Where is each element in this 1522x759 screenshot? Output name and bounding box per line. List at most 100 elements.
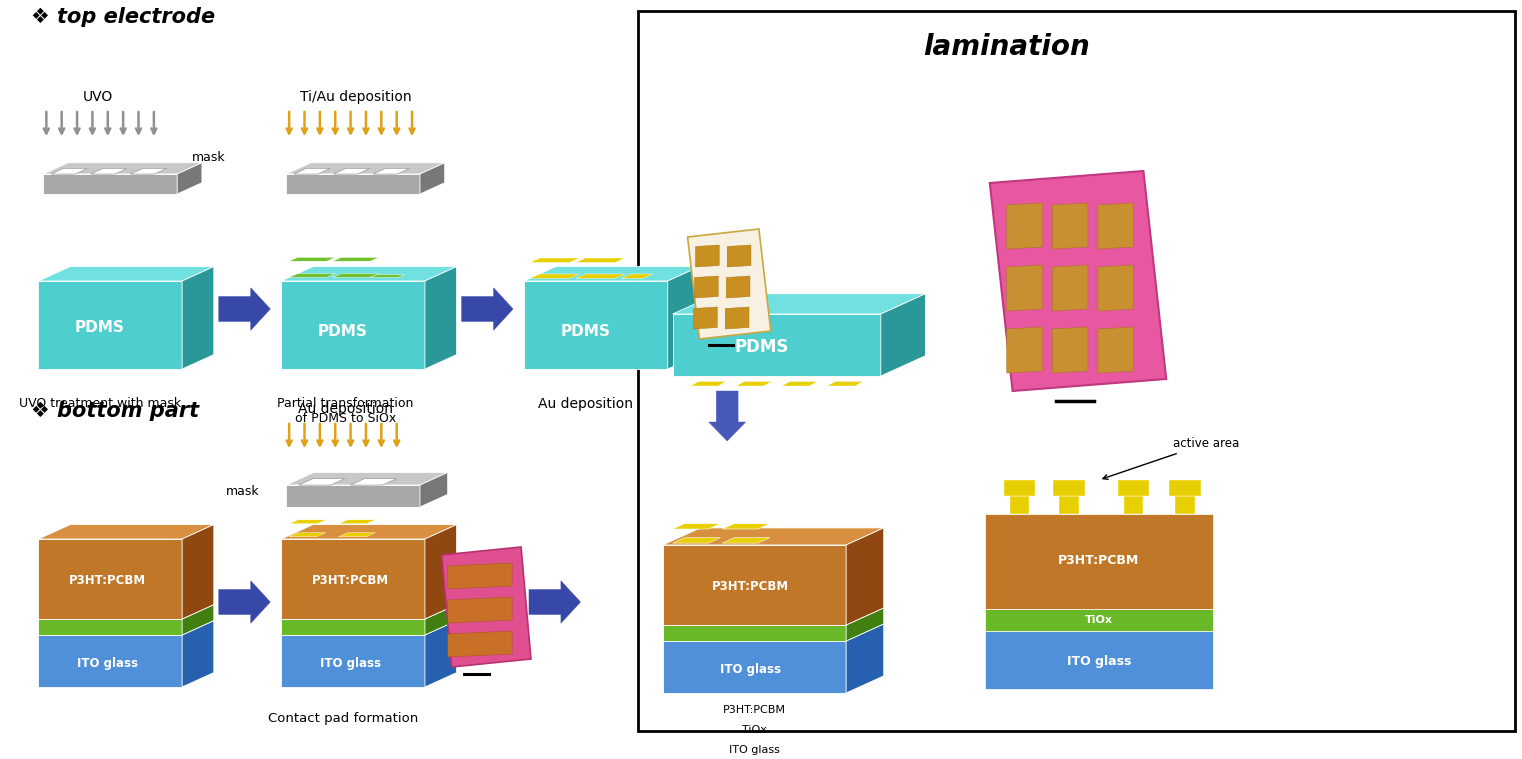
Polygon shape	[219, 581, 271, 623]
Polygon shape	[420, 472, 447, 507]
Polygon shape	[782, 382, 817, 386]
Polygon shape	[350, 479, 396, 485]
Text: UVO: UVO	[82, 90, 113, 104]
Text: PDMS: PDMS	[318, 323, 368, 339]
FancyBboxPatch shape	[1175, 496, 1195, 514]
Polygon shape	[1052, 203, 1088, 249]
Polygon shape	[183, 524, 213, 619]
Polygon shape	[298, 479, 344, 485]
Polygon shape	[447, 631, 511, 657]
Polygon shape	[524, 281, 668, 369]
Polygon shape	[1006, 265, 1043, 311]
Polygon shape	[447, 597, 511, 623]
Text: PDMS: PDMS	[735, 338, 788, 356]
Polygon shape	[420, 162, 444, 194]
FancyBboxPatch shape	[985, 514, 1213, 609]
Polygon shape	[673, 294, 925, 314]
Polygon shape	[425, 266, 457, 369]
Text: TiOx: TiOx	[741, 725, 767, 735]
Polygon shape	[828, 382, 863, 386]
Polygon shape	[441, 547, 531, 667]
Polygon shape	[1097, 327, 1134, 373]
Polygon shape	[91, 168, 126, 174]
FancyBboxPatch shape	[1009, 496, 1029, 514]
Text: ❖ top electrode: ❖ top electrode	[32, 7, 216, 27]
Text: P3HT:PCBM: P3HT:PCBM	[312, 575, 388, 587]
Polygon shape	[530, 274, 580, 279]
Polygon shape	[673, 314, 881, 376]
FancyBboxPatch shape	[1053, 480, 1085, 496]
Polygon shape	[668, 266, 700, 369]
Polygon shape	[662, 608, 884, 625]
Polygon shape	[350, 479, 396, 485]
FancyBboxPatch shape	[638, 11, 1514, 731]
Polygon shape	[530, 581, 580, 623]
Polygon shape	[219, 288, 271, 330]
Polygon shape	[709, 391, 746, 441]
Polygon shape	[52, 168, 87, 174]
Text: Au deposition: Au deposition	[298, 402, 393, 416]
Polygon shape	[38, 619, 183, 635]
Polygon shape	[662, 528, 884, 545]
Polygon shape	[373, 168, 409, 174]
Text: P3HT:PCBM: P3HT:PCBM	[723, 705, 785, 715]
Polygon shape	[339, 520, 376, 524]
Polygon shape	[425, 621, 457, 687]
Text: mask: mask	[192, 151, 225, 164]
Polygon shape	[691, 382, 726, 386]
Polygon shape	[728, 245, 750, 267]
Text: P3HT:PCBM: P3HT:PCBM	[712, 581, 790, 594]
Polygon shape	[696, 245, 720, 267]
Polygon shape	[177, 162, 202, 194]
Polygon shape	[846, 608, 884, 641]
Polygon shape	[662, 624, 884, 641]
Polygon shape	[723, 537, 770, 543]
Polygon shape	[298, 479, 344, 485]
Polygon shape	[282, 539, 425, 619]
Text: active area: active area	[1103, 437, 1239, 480]
Polygon shape	[723, 524, 770, 529]
Polygon shape	[183, 605, 213, 635]
Polygon shape	[1006, 327, 1043, 373]
FancyBboxPatch shape	[1059, 496, 1079, 514]
Polygon shape	[286, 485, 420, 507]
Polygon shape	[846, 528, 884, 625]
Polygon shape	[373, 168, 409, 174]
Polygon shape	[370, 275, 405, 277]
Text: ITO glass: ITO glass	[1067, 654, 1131, 667]
Polygon shape	[673, 524, 720, 529]
Polygon shape	[183, 621, 213, 687]
Polygon shape	[289, 520, 326, 524]
Polygon shape	[694, 276, 718, 298]
Text: mask: mask	[225, 485, 259, 498]
Polygon shape	[282, 266, 457, 281]
Polygon shape	[131, 168, 166, 174]
FancyBboxPatch shape	[985, 609, 1213, 631]
Polygon shape	[425, 524, 457, 619]
Polygon shape	[1097, 265, 1134, 311]
Polygon shape	[1052, 327, 1088, 373]
Polygon shape	[339, 533, 376, 537]
Polygon shape	[688, 229, 770, 339]
Text: Contact pad formation: Contact pad formation	[268, 712, 417, 725]
FancyBboxPatch shape	[1169, 480, 1201, 496]
Polygon shape	[294, 168, 330, 174]
Polygon shape	[447, 563, 511, 589]
Polygon shape	[38, 605, 213, 619]
Polygon shape	[737, 382, 772, 386]
Polygon shape	[1052, 265, 1088, 311]
Polygon shape	[282, 619, 425, 635]
Polygon shape	[289, 533, 326, 537]
Polygon shape	[662, 641, 846, 693]
Polygon shape	[726, 276, 750, 298]
Polygon shape	[91, 168, 126, 174]
Polygon shape	[289, 274, 335, 277]
Polygon shape	[694, 307, 717, 329]
Polygon shape	[282, 281, 425, 369]
Polygon shape	[286, 162, 444, 174]
Polygon shape	[183, 266, 213, 369]
Text: lamination: lamination	[922, 33, 1090, 61]
Text: ITO glass: ITO glass	[729, 745, 779, 755]
Polygon shape	[662, 625, 846, 641]
FancyBboxPatch shape	[1117, 480, 1149, 496]
